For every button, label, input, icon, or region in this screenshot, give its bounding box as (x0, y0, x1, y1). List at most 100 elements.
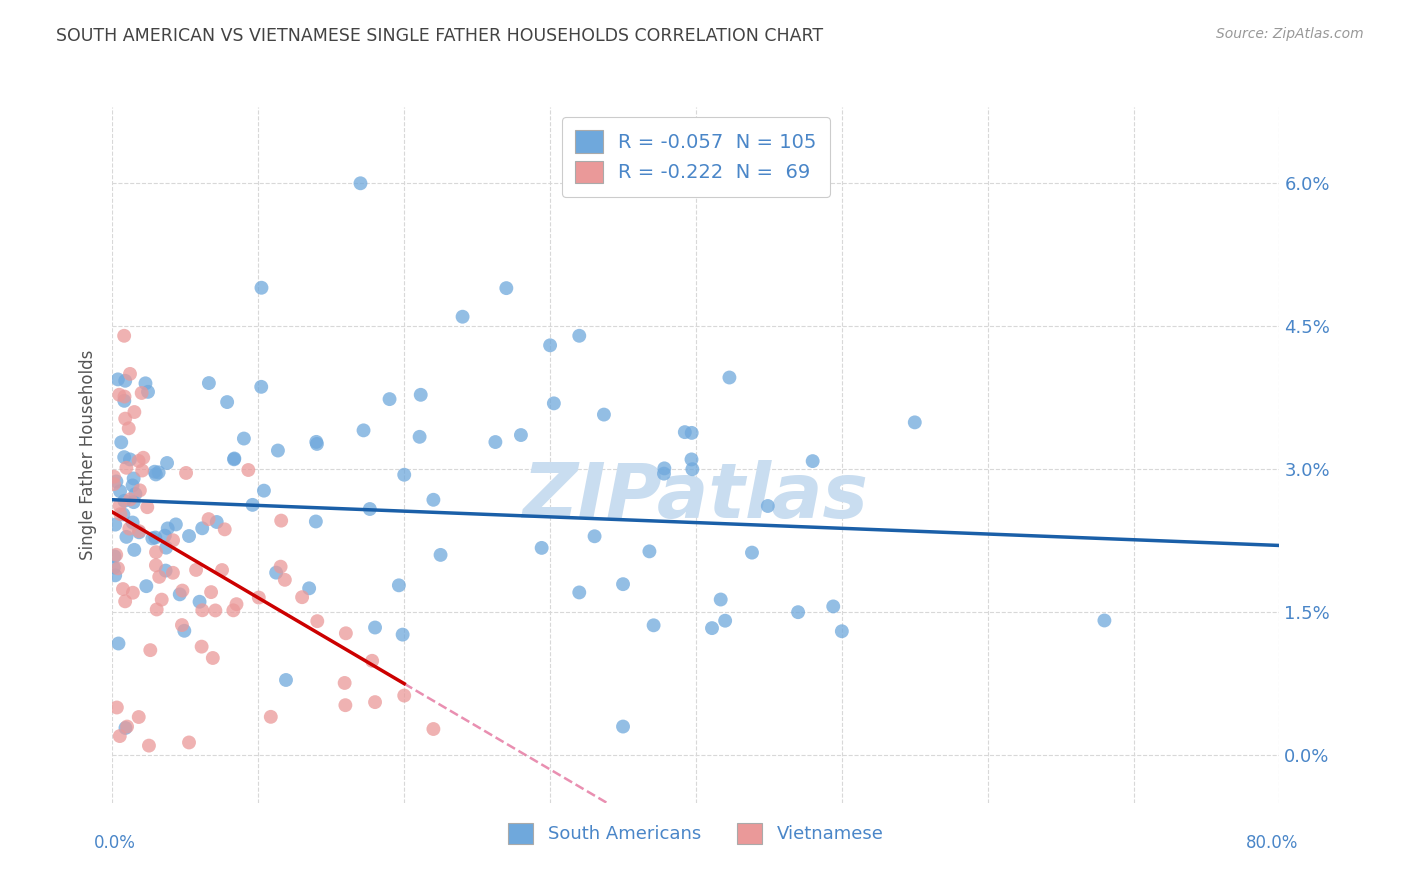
Point (593, 408, 616, 422)
Point (222, 452, 245, 467)
Point (222, 603, 245, 617)
Point (138, 739, 160, 753)
Point (422, 492, 444, 507)
Point (190, 640, 212, 654)
Point (145, 467, 167, 482)
Point (110, 507, 132, 521)
Point (409, 388, 432, 402)
Point (115, 720, 138, 734)
Point (756, 499, 779, 513)
Point (107, 636, 129, 650)
Point (643, 618, 665, 632)
Point (114, 721, 136, 735)
Point (612, 720, 634, 734)
Point (162, 566, 184, 580)
Point (124, 405, 146, 419)
Point (388, 578, 411, 592)
Point (122, 471, 145, 485)
Point (260, 710, 283, 724)
Point (155, 541, 177, 555)
Point (128, 710, 150, 724)
Point (305, 434, 328, 449)
Point (177, 529, 200, 543)
Point (204, 603, 226, 617)
Point (200, 585, 222, 599)
Point (105, 475, 128, 489)
Point (543, 396, 565, 410)
Text: SOUTH AMERICAN VS VIETNAMESE SINGLE FATHER HOUSEHOLDS CORRELATION CHART: SOUTH AMERICAN VS VIETNAMESE SINGLE FATH… (56, 27, 824, 45)
Point (143, 531, 166, 545)
Point (291, 590, 314, 604)
Point (105, 548, 128, 562)
Point (184, 563, 207, 577)
Point (114, 411, 136, 425)
Point (201, 651, 224, 665)
Point (568, 585, 591, 599)
Point (394, 467, 416, 482)
Point (1094, 614, 1116, 628)
Point (177, 735, 200, 749)
Point (136, 500, 159, 515)
Point (335, 626, 357, 640)
Text: ZIPatlas: ZIPatlas (523, 459, 869, 533)
Point (823, 599, 845, 614)
Point (364, 620, 387, 634)
Point (831, 624, 853, 639)
Point (174, 466, 197, 480)
Point (232, 432, 254, 446)
Point (451, 310, 474, 324)
Point (250, 281, 273, 295)
Point (378, 392, 401, 406)
Point (108, 499, 131, 513)
Point (121, 478, 143, 492)
Point (112, 493, 135, 508)
Point (118, 367, 141, 381)
Point (134, 376, 156, 391)
Point (145, 602, 167, 616)
Point (110, 435, 132, 450)
Text: 0.0%: 0.0% (94, 834, 136, 852)
Point (394, 689, 416, 703)
Point (673, 425, 696, 439)
Point (103, 477, 125, 491)
Point (124, 542, 146, 557)
Point (681, 452, 703, 467)
Point (349, 176, 371, 190)
Point (169, 587, 191, 601)
Point (141, 532, 163, 546)
Point (359, 502, 381, 516)
Point (114, 390, 136, 404)
Point (128, 524, 150, 538)
Point (115, 530, 138, 544)
Point (361, 654, 384, 668)
Point (191, 521, 214, 535)
Point (211, 563, 233, 577)
Point (364, 695, 387, 709)
Point (197, 512, 219, 526)
Point (224, 451, 246, 466)
Point (188, 595, 211, 609)
Point (205, 515, 228, 529)
Point (122, 495, 145, 509)
Point (135, 579, 157, 593)
Point (191, 603, 214, 617)
Point (530, 541, 553, 555)
Point (145, 558, 167, 573)
Point (242, 498, 264, 512)
Point (112, 328, 135, 343)
Point (264, 566, 287, 580)
Point (112, 393, 135, 408)
Point (298, 582, 321, 596)
Point (128, 454, 150, 468)
Point (270, 559, 292, 574)
Point (156, 456, 179, 470)
Point (129, 483, 152, 498)
Point (408, 430, 430, 444)
Point (107, 372, 129, 386)
Point (105, 700, 128, 714)
Point (484, 435, 506, 450)
Point (148, 466, 170, 480)
Point (495, 281, 517, 295)
Point (904, 416, 927, 430)
Point (538, 338, 561, 352)
